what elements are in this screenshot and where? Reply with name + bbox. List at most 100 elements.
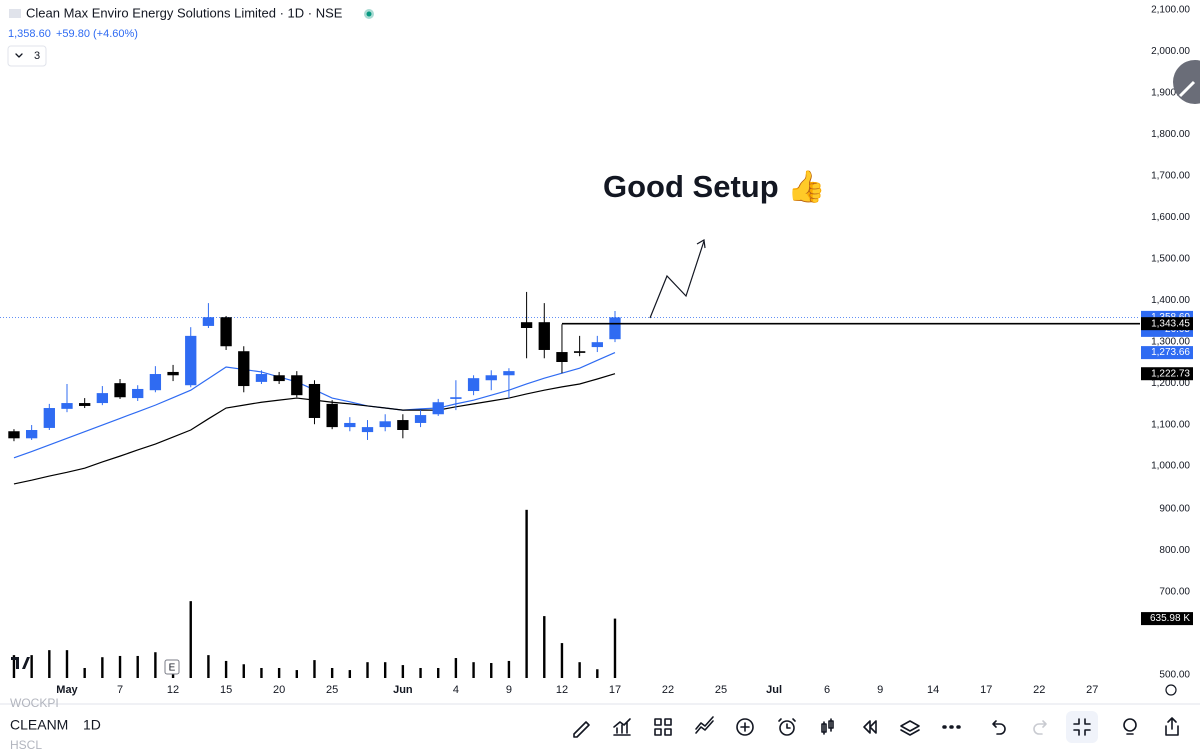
x-tick-label: 6 bbox=[824, 684, 830, 696]
pencil-icon bbox=[1178, 80, 1196, 98]
volume-bar bbox=[313, 660, 316, 678]
candle-body bbox=[414, 415, 427, 423]
ma-label: 1,273.66 bbox=[1151, 347, 1190, 358]
level-label-box bbox=[1141, 317, 1193, 331]
alert-hands bbox=[778, 718, 796, 729]
indicators-icon[interactable] bbox=[613, 718, 631, 736]
share-icon[interactable] bbox=[1165, 717, 1179, 736]
volume-bar bbox=[12, 655, 16, 678]
volume-bar bbox=[578, 662, 581, 678]
candle-body bbox=[255, 374, 268, 382]
drawing-button[interactable] bbox=[1173, 60, 1200, 104]
volume-bar bbox=[154, 652, 157, 678]
settings-icon[interactable] bbox=[1165, 684, 1177, 696]
y-tick-label: 2,100.00 bbox=[1151, 5, 1190, 16]
y-tick-label: 2,000.00 bbox=[1151, 46, 1190, 57]
volume-bar bbox=[383, 662, 387, 678]
volume-bar bbox=[454, 658, 458, 678]
candle-body bbox=[273, 375, 285, 382]
x-tick-label: 27 bbox=[1086, 684, 1098, 696]
compare-icon[interactable] bbox=[695, 716, 714, 734]
fullscreen-button[interactable] bbox=[1066, 711, 1098, 743]
ma-label: 1,222.73 bbox=[1151, 368, 1190, 379]
candle-body bbox=[220, 317, 232, 347]
toolbar-symbol[interactable]: CLEANM bbox=[10, 717, 68, 733]
candle-body bbox=[361, 427, 374, 433]
volume-bar bbox=[277, 667, 281, 678]
y-tick-label: 1,100.00 bbox=[1151, 419, 1190, 430]
volume-bar bbox=[260, 667, 263, 678]
x-tick-label: 17 bbox=[980, 684, 992, 696]
undo-icon[interactable] bbox=[992, 720, 1006, 735]
candle-body bbox=[96, 393, 109, 404]
x-tick-label: 17 bbox=[609, 684, 621, 696]
indicator-count: 3 bbox=[34, 50, 40, 62]
layers-icon[interactable] bbox=[900, 720, 920, 736]
redo-icon[interactable] bbox=[1033, 720, 1047, 735]
watch-symbol: WOCKPI bbox=[10, 696, 59, 710]
x-tick-label: 25 bbox=[715, 684, 727, 696]
y-tick-label: 1,000.00 bbox=[1151, 461, 1190, 472]
y-tick-label: 1,900.00 bbox=[1151, 88, 1190, 99]
volume-bar bbox=[330, 667, 334, 678]
volume-bar bbox=[65, 650, 69, 678]
ideas-icon[interactable] bbox=[1123, 718, 1137, 732]
replay-icon[interactable] bbox=[863, 720, 877, 734]
market-status-dot bbox=[366, 11, 372, 17]
volume-bar bbox=[295, 670, 298, 678]
volume-tick-label: 700.00 bbox=[1159, 587, 1190, 598]
last-price: 1,358.60 bbox=[8, 28, 51, 40]
volume-bar bbox=[419, 667, 422, 678]
volume-bar bbox=[596, 669, 599, 678]
volume-bar bbox=[189, 601, 192, 678]
x-tick-label: 12 bbox=[556, 684, 568, 696]
candle-body bbox=[238, 351, 250, 387]
y-tick-label: 1,300.00 bbox=[1151, 336, 1190, 347]
symbol-icon bbox=[9, 9, 21, 18]
volume-bar bbox=[613, 618, 617, 678]
candle-body bbox=[344, 422, 356, 428]
x-tick-label: 20 bbox=[273, 684, 285, 696]
candle-body bbox=[432, 402, 444, 415]
volume-bar bbox=[560, 643, 564, 678]
candle-body bbox=[8, 431, 20, 439]
add-icon[interactable] bbox=[736, 718, 754, 736]
add-plus bbox=[740, 722, 750, 732]
chevron bbox=[15, 53, 23, 58]
fullscreen-icon bbox=[1073, 718, 1091, 736]
candle-body bbox=[450, 397, 462, 399]
x-tick-label: 14 bbox=[927, 684, 939, 696]
toolbar-icons bbox=[573, 711, 1179, 743]
x-tick-label: 7 bbox=[117, 684, 123, 696]
volume-bar bbox=[401, 665, 405, 678]
volume-bar bbox=[507, 660, 511, 678]
x-tick-label: Jul bbox=[766, 684, 782, 696]
indicator-toggle[interactable] bbox=[7, 45, 47, 67]
annotation: Good Setup 👍 bbox=[603, 168, 826, 204]
volume-bar bbox=[101, 657, 104, 678]
draw-icon[interactable] bbox=[573, 721, 590, 738]
x-tick-label: Jun bbox=[393, 684, 413, 696]
y-tick-label: 1,600.00 bbox=[1151, 212, 1190, 223]
layout-icon[interactable] bbox=[654, 718, 672, 736]
volume-bar bbox=[136, 655, 139, 678]
ma-label-box bbox=[1141, 367, 1193, 381]
candle-body bbox=[291, 375, 303, 396]
candle-body bbox=[573, 351, 586, 353]
chart-type-icon[interactable] bbox=[821, 718, 834, 735]
earnings-label: E bbox=[169, 663, 176, 674]
logo bbox=[11, 657, 30, 669]
candle-body bbox=[467, 378, 480, 392]
volume-bar bbox=[472, 662, 475, 678]
candle-body bbox=[185, 335, 197, 386]
earnings-badge[interactable] bbox=[164, 659, 180, 675]
candle-body bbox=[202, 317, 215, 326]
candle-body bbox=[132, 388, 144, 399]
alert-icon[interactable] bbox=[779, 720, 795, 736]
y-tick-label: 1,700.00 bbox=[1151, 170, 1190, 181]
toolbar-interval[interactable]: 1D bbox=[83, 717, 101, 733]
x-tick-label: 4 bbox=[453, 684, 459, 696]
volume-label: 635.98 K bbox=[1150, 613, 1190, 624]
x-tick-label: 12 bbox=[167, 684, 179, 696]
